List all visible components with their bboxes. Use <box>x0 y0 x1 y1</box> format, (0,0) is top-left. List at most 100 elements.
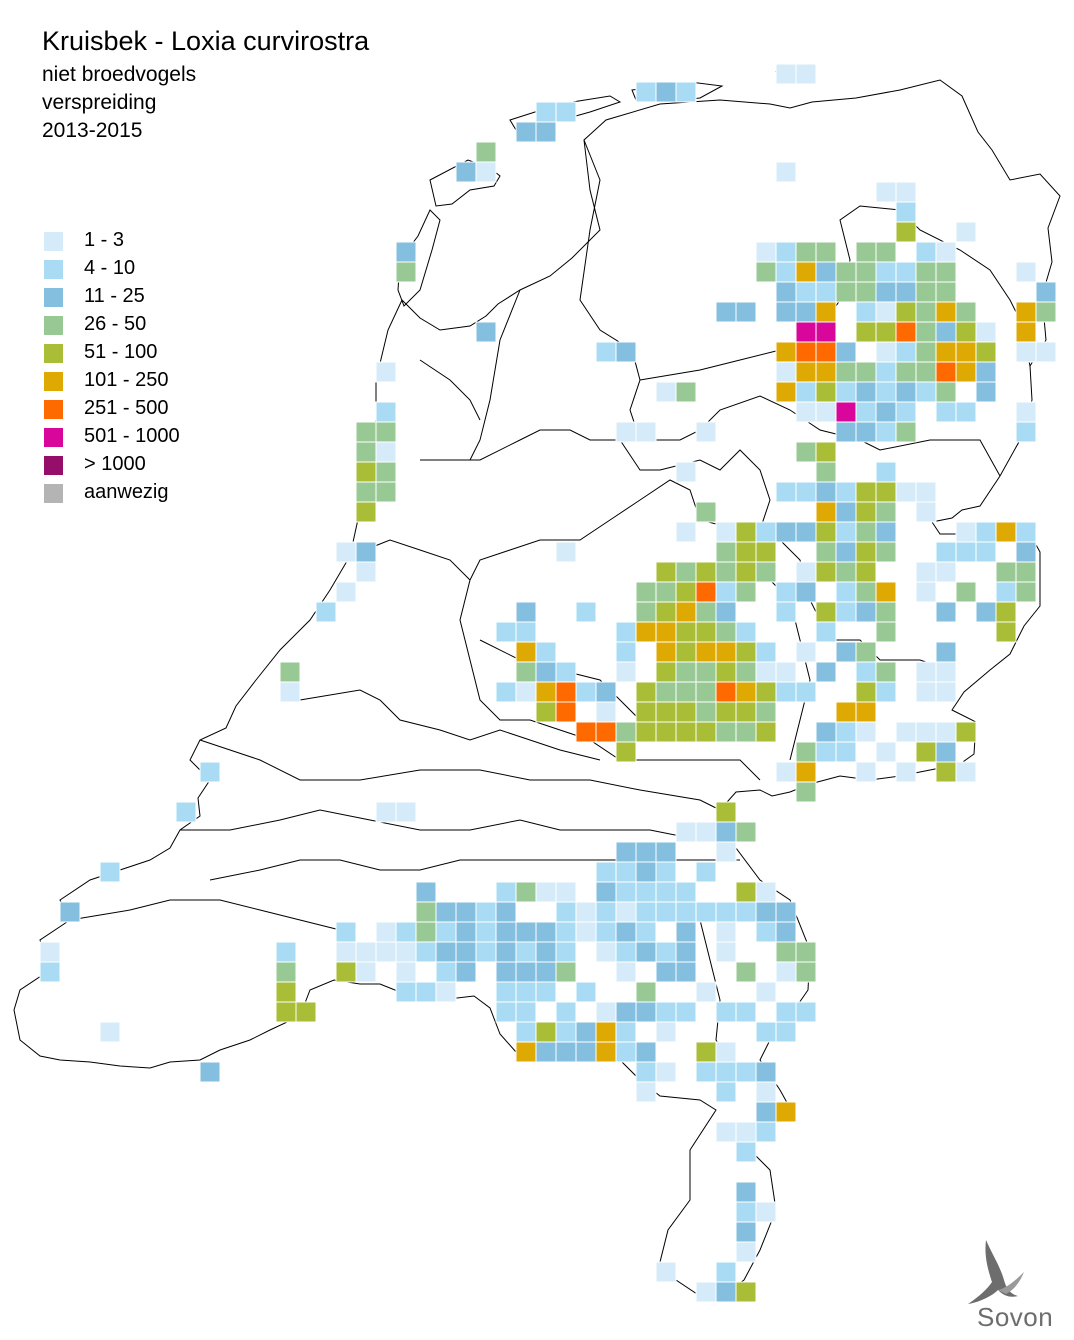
grid-cell <box>895 421 917 443</box>
grid-cell <box>755 901 777 923</box>
grid-cell <box>735 541 757 563</box>
grid-cell <box>815 481 837 503</box>
grid-cell <box>675 961 697 983</box>
grid-cell <box>855 581 877 603</box>
grid-cell <box>935 361 957 383</box>
grid-cell <box>435 901 457 923</box>
grid-cell <box>655 381 677 403</box>
grid-cell <box>815 541 837 563</box>
grid-cell <box>395 961 417 983</box>
grid-cell <box>875 461 897 483</box>
grid-cell <box>835 261 857 283</box>
grid-cell <box>735 1181 757 1203</box>
grid-cell <box>795 481 817 503</box>
grid-cell <box>875 261 897 283</box>
grid-cell <box>695 581 717 603</box>
grid-cell <box>875 501 897 523</box>
grid-cell <box>695 601 717 623</box>
grid-cell <box>615 721 637 743</box>
grid-cell <box>39 941 61 963</box>
grid-cell <box>815 281 837 303</box>
grid-cell <box>715 721 737 743</box>
grid-cell <box>595 941 617 963</box>
grid-cell <box>735 1001 757 1023</box>
grid-cell <box>615 881 637 903</box>
grid-cell <box>375 481 397 503</box>
grid-cell <box>615 661 637 683</box>
grid-cell <box>675 821 697 843</box>
grid-cell <box>855 241 877 263</box>
grid-cell <box>835 381 857 403</box>
grid-cell <box>775 361 797 383</box>
grid-cell <box>635 921 657 943</box>
grid-cell <box>635 421 657 443</box>
grid-cell <box>1015 261 1037 283</box>
grid-cell <box>655 1061 677 1083</box>
grid-cell <box>635 941 657 963</box>
grid-cell <box>615 421 637 443</box>
grid-cell <box>415 941 437 963</box>
grid-cell <box>595 341 617 363</box>
grid-cell <box>615 621 637 643</box>
grid-cell <box>955 361 977 383</box>
grid-cell <box>755 981 777 1003</box>
grid-cell <box>775 681 797 703</box>
grid-cell <box>875 521 897 543</box>
grid-cell <box>935 721 957 743</box>
grid-cell <box>355 941 377 963</box>
grid-cell <box>675 921 697 943</box>
grid-cell <box>975 361 997 383</box>
grid-cell <box>895 481 917 503</box>
grid-cell <box>515 661 537 683</box>
grid-cell <box>795 741 817 763</box>
grid-cell <box>275 1001 297 1023</box>
grid-cell <box>975 601 997 623</box>
sovon-swallow-logo-icon <box>968 1240 1024 1304</box>
grid-cell <box>175 801 197 823</box>
grid-cell <box>715 841 737 863</box>
grid-cell <box>595 861 617 883</box>
grid-cell <box>279 681 301 703</box>
grid-cell <box>675 661 697 683</box>
grid-cell <box>615 941 637 963</box>
grid-cell <box>955 321 977 343</box>
grid-cell <box>355 501 377 523</box>
grid-cell <box>59 901 81 923</box>
legend-swatch <box>44 260 63 279</box>
grid-cell <box>955 401 977 423</box>
grid-cell <box>515 601 537 623</box>
grid-cell <box>615 961 637 983</box>
grid-cell <box>655 581 677 603</box>
grid-cell <box>895 301 917 323</box>
grid-cell <box>715 621 737 643</box>
grid-cell <box>795 581 817 603</box>
grid-cell <box>755 701 777 723</box>
grid-cell <box>615 921 637 943</box>
grid-cell <box>815 501 837 523</box>
grid-cell <box>835 521 857 543</box>
grid-cell <box>1015 521 1037 543</box>
grid-cell <box>355 541 377 563</box>
grid-cell <box>655 701 677 723</box>
grid-cell <box>915 301 937 323</box>
grid-cell <box>815 741 837 763</box>
grid-cell <box>595 1021 617 1043</box>
grid-cell <box>535 121 557 143</box>
grid-cell <box>695 861 717 883</box>
grid-cell <box>435 941 457 963</box>
grid-cell <box>875 741 897 763</box>
grid-cell <box>675 601 697 623</box>
grid-cell <box>675 641 697 663</box>
legend-label: 11 - 25 <box>84 285 145 307</box>
grid-cell <box>555 921 577 943</box>
grid-cell <box>695 1281 717 1303</box>
grid-cell <box>775 281 797 303</box>
grid-cell <box>475 161 497 183</box>
grid-cell <box>935 541 957 563</box>
grid-cell <box>335 941 357 963</box>
grid-cell <box>835 341 857 363</box>
grid-cell <box>635 861 657 883</box>
grid-cell <box>915 321 937 343</box>
grid-cell <box>795 63 817 85</box>
grid-cell <box>935 301 957 323</box>
